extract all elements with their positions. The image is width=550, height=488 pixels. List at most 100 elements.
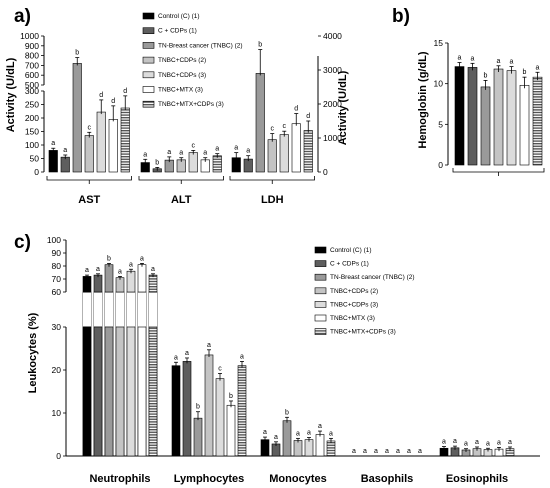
a-ALT-letter-5: a [203,150,207,157]
a-ALT-bar-4 [188,152,198,173]
c-Lymphocytes-bar-1 [182,361,192,457]
a-legend-swatch-1 [142,27,155,35]
a-upper-tick-label-0: 500 [25,80,39,90]
panel-b-plot: 0 5 10 15 a a b a a b a [434,38,545,176]
a-AST-category-label: AST [78,194,100,206]
b-letter-5: b [523,69,527,76]
a-AST-letter-6: d [123,88,127,95]
a-lower-tick-label-5: 250 [25,100,39,110]
c-Eosinophils-letter-4: a [486,440,490,447]
c-Lymphocytes-letter-5: b [229,393,233,400]
a-LDH-bar-5 [291,123,301,173]
c-Eosinophils-category-label: Eosinophils [446,473,508,485]
c-Basophils-letter-6: a [418,448,422,455]
a-LDH-letter-1: a [246,148,250,155]
a-right-tick-label-0: 0 [323,167,328,177]
panel-b: b) Hemoglobin (g/dL) 0 5 10 15 a a b a a b a [392,6,545,176]
a-lower-tick-label-1: 50 [30,154,40,164]
panel-a: a) Activity (U/dL) Activity (U/dL) 50060… [5,6,349,206]
c-Monocytes-bar-2 [282,420,292,457]
a-legend-label-5: TNBC+MTX (3) [158,87,203,94]
c-Lymphocytes-bar-5 [226,404,236,457]
a-LDH-bar-0 [231,157,241,173]
a-legend-label-6: TNBC+MTX+CDPs (3) [158,101,224,108]
b-tick-label-3: 15 [434,38,444,48]
c-upper-tick-label-0: 60 [52,287,62,297]
c-legend-swatch-4 [314,301,327,308]
c-lower-tick-label-1: 10 [52,408,62,418]
a-legend-label-1: C + CDPs (1) [158,28,197,35]
panel-a-right-ytitle: Activity (U/dL) [337,70,349,145]
c-Lymphocytes-letter-0: a [174,354,178,361]
a-upper-tick-label-5: 1000 [20,31,39,41]
b-bar-4 [506,70,517,166]
c-Neutrophils-break-0 [83,292,91,327]
c-Neutrophils-bar-top-3 [115,277,125,293]
c-Eosinophils-letter-0: a [442,439,446,446]
c-Neutrophils-bar-bottom-2 [104,326,114,457]
c-Monocytes-letter-3: a [296,430,300,437]
a-legend-label-2: TN-Breast cancer (TNBC) (2) [158,42,243,49]
c-Neutrophils-break-3 [116,292,124,327]
a-lower-tick-label-4: 200 [25,113,39,123]
c-legend-label-4: TNBC+CDPs (3) [330,301,378,308]
c-Monocytes-bar-0 [260,439,270,457]
c-Neutrophils-letter-5: a [140,255,144,262]
a-LDH-bar-6 [303,130,313,173]
b-bar-0 [454,66,465,166]
c-Basophils-letter-5: a [407,448,411,455]
c-Neutrophils-bar-bottom-0 [82,326,92,457]
a-ALT-letter-3: a [179,150,183,157]
a-AST-bar-6 [120,107,130,173]
c-Basophils-letter-4: a [396,448,400,455]
c-Monocytes-letter-6: a [329,430,333,437]
c-upper-tick-label-4: 100 [47,235,61,245]
b-bar-6 [532,76,543,166]
c-Neutrophils-letter-0: a [85,267,89,274]
c-lower-tick-label-3: 30 [52,322,62,332]
panel-c-label: c) [14,232,31,253]
b-letter-6: a [536,64,540,71]
c-Neutrophils-break-4 [127,292,135,327]
c-Neutrophils-bar-bottom-3 [115,326,125,457]
c-legend-label-2: TN-Breast cancer (TNBC) (2) [330,274,415,281]
a-AST-bar-1 [60,156,70,173]
a-AST-letter-0: a [51,140,55,147]
c-Eosinophils-letter-5: a [497,439,501,446]
a-ALT-letter-0: a [143,151,147,158]
c-Monocytes-letter-1: a [274,434,278,441]
b-tick-label-1: 5 [438,119,443,129]
c-Neutrophils-category-label: Neutrophils [89,473,150,485]
c-Eosinophils-letter-3: a [475,439,479,446]
a-upper-tick-label-2: 700 [25,60,39,70]
c-Lymphocytes-letter-3: a [207,342,211,349]
a-legend-label-0: Control (C) (1) [158,13,200,20]
c-legend-label-6: TNBC+MTX+CDPs (3) [330,329,396,336]
c-lower-tick-label-0: 0 [56,451,61,461]
c-Monocytes-bar-6 [326,440,336,457]
a-upper-tick-label-3: 800 [25,51,39,61]
c-legend-swatch-0 [314,246,327,254]
c-legend-label-3: TNBC+CDPs (2) [330,288,378,295]
a-legend-swatch-6 [142,100,155,108]
c-Eosinophils-letter-2: a [464,441,468,448]
c-legend-label-0: Control (C) (1) [330,247,372,254]
b-letter-1: a [471,55,475,62]
c-Eosinophils-letter-6: a [508,439,512,446]
c-Neutrophils-letter-3: a [118,268,122,275]
a-upper-tick-label-4: 900 [25,41,39,51]
panel-c-ytitle: Leukocytes (%) [27,312,39,393]
panel-a-label: a) [14,6,31,27]
a-LDH-letter-6: d [306,113,310,120]
c-Neutrophils-break-6 [149,292,157,327]
c-Monocytes-bar-4 [304,439,314,457]
c-Neutrophils-letter-1: a [96,266,100,273]
a-LDH-category-label: LDH [261,194,284,206]
a-legend-swatch-3 [142,56,155,64]
a-AST-bar-4 [96,111,106,173]
c-Neutrophils-letter-6: a [151,266,155,273]
panel-a-left-ytitle: Activity (U/dL) [5,57,17,132]
c-upper-tick-label-1: 70 [52,274,62,284]
a-LDH-bar-4 [279,134,289,173]
